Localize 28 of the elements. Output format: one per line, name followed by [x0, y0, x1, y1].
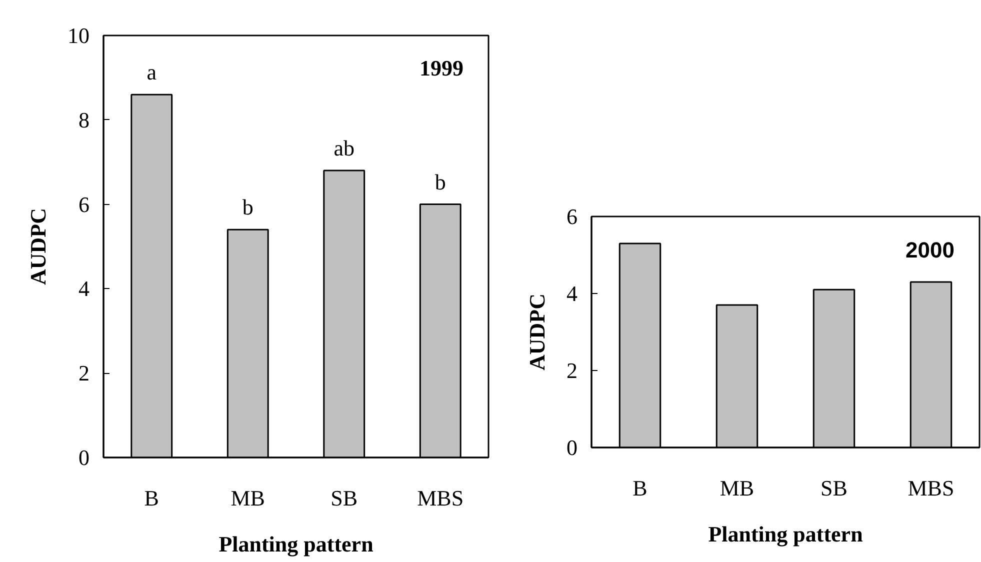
y-axis-title: AUDPC — [524, 293, 550, 370]
y-tick-label: 8 — [78, 107, 90, 132]
x-tick-label: SB — [330, 486, 358, 510]
annotation: b — [434, 169, 446, 194]
x-tick-label: SB — [820, 476, 848, 500]
annotation: ab — [334, 136, 355, 161]
text: 2000 — [906, 238, 955, 262]
x-tick-label: B — [144, 486, 159, 510]
y-tick-label: 10 — [68, 23, 90, 48]
y-tick-label: 2 — [78, 360, 90, 386]
y-tick-label: 2 — [566, 358, 578, 383]
y-tick-label: 6 — [566, 204, 578, 229]
y-tick-label: 4 — [566, 281, 578, 306]
x-tick-label: MB — [230, 486, 266, 510]
x-tick-label: B — [632, 476, 648, 500]
text: 1999 — [420, 56, 464, 80]
annotation: a — [146, 60, 157, 85]
annotation: b — [242, 194, 254, 220]
y-tick-label: 0 — [566, 435, 578, 460]
y-tick-label: 6 — [78, 192, 90, 217]
y-axis-title: AUDPC — [26, 208, 50, 285]
x-tick-label: MBS — [417, 486, 464, 510]
x-axis-title: Planting pattern — [218, 532, 374, 556]
x-tick-label: MB — [720, 476, 754, 500]
y-tick-label: 4 — [78, 276, 90, 302]
x-axis-title: Planting pattern — [708, 522, 863, 546]
x-tick-label: MBS — [908, 476, 954, 500]
y-tick-label: 0 — [78, 445, 90, 470]
